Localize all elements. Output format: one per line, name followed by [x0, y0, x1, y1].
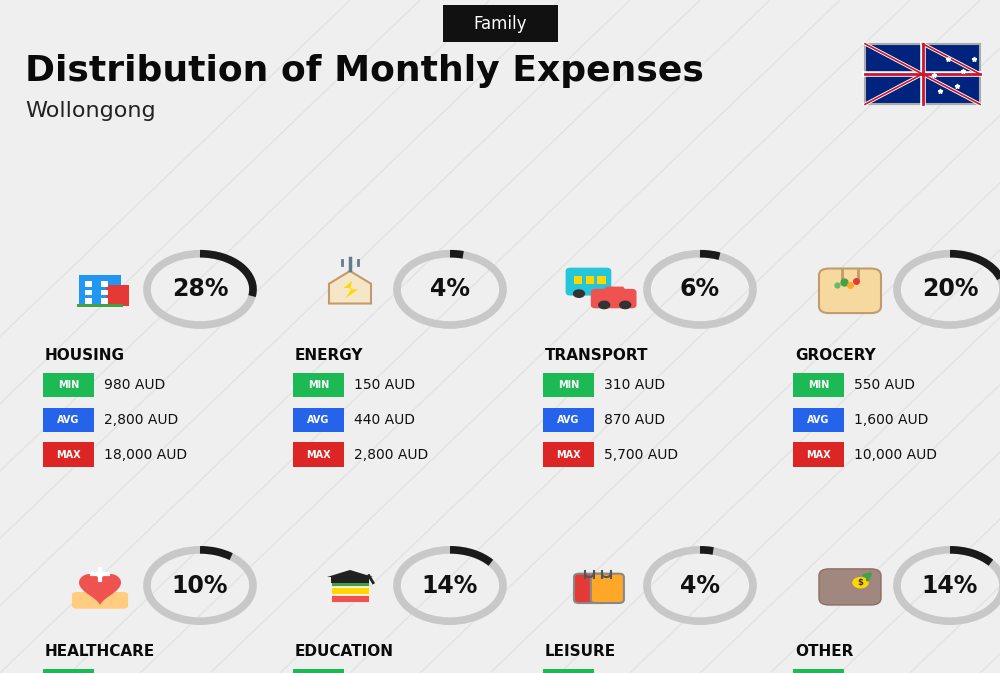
FancyBboxPatch shape — [85, 298, 92, 304]
Text: MAX: MAX — [556, 450, 581, 460]
FancyBboxPatch shape — [79, 275, 121, 306]
FancyBboxPatch shape — [331, 587, 369, 594]
FancyBboxPatch shape — [793, 408, 844, 433]
Circle shape — [853, 577, 868, 588]
Text: 550 AUD: 550 AUD — [854, 378, 915, 392]
Text: HEALTHCARE: HEALTHCARE — [45, 644, 155, 659]
FancyBboxPatch shape — [43, 373, 94, 397]
FancyBboxPatch shape — [85, 281, 92, 287]
Text: 2,800 AUD: 2,800 AUD — [104, 413, 178, 427]
FancyBboxPatch shape — [819, 269, 881, 313]
FancyBboxPatch shape — [566, 268, 611, 295]
Text: 310 AUD: 310 AUD — [604, 378, 665, 392]
Text: 14%: 14% — [422, 573, 478, 598]
FancyBboxPatch shape — [331, 577, 369, 583]
Text: LEISURE: LEISURE — [545, 644, 616, 659]
Text: EDUCATION: EDUCATION — [295, 644, 394, 659]
FancyBboxPatch shape — [793, 668, 844, 673]
FancyBboxPatch shape — [331, 578, 369, 586]
FancyBboxPatch shape — [43, 668, 94, 673]
FancyBboxPatch shape — [597, 276, 606, 284]
FancyBboxPatch shape — [293, 373, 344, 397]
Text: 28%: 28% — [172, 277, 228, 302]
Text: 20%: 20% — [922, 277, 978, 302]
FancyBboxPatch shape — [442, 5, 558, 42]
Text: 150 AUD: 150 AUD — [354, 378, 415, 392]
Polygon shape — [602, 287, 627, 292]
Text: MAX: MAX — [56, 450, 81, 460]
Circle shape — [599, 302, 610, 309]
Text: AVG: AVG — [807, 415, 830, 425]
Polygon shape — [344, 281, 358, 298]
Text: MIN: MIN — [808, 380, 829, 390]
FancyBboxPatch shape — [543, 373, 594, 397]
Text: Wollongong: Wollongong — [25, 101, 156, 121]
FancyBboxPatch shape — [543, 443, 594, 468]
Text: MIN: MIN — [308, 380, 329, 390]
Text: Distribution of Monthly Expenses: Distribution of Monthly Expenses — [25, 54, 704, 87]
Text: 6%: 6% — [680, 277, 720, 302]
Text: 10,000 AUD: 10,000 AUD — [854, 448, 937, 462]
FancyBboxPatch shape — [793, 373, 844, 397]
Text: 1,600 AUD: 1,600 AUD — [854, 413, 928, 427]
Text: 4%: 4% — [680, 573, 720, 598]
Text: TRANSPORT: TRANSPORT — [545, 348, 648, 363]
Text: 980 AUD: 980 AUD — [104, 378, 165, 392]
FancyBboxPatch shape — [819, 569, 881, 605]
Text: MAX: MAX — [806, 450, 831, 460]
FancyBboxPatch shape — [43, 408, 94, 433]
Text: 2,800 AUD: 2,800 AUD — [354, 448, 428, 462]
FancyBboxPatch shape — [85, 290, 92, 295]
FancyBboxPatch shape — [865, 44, 980, 104]
FancyBboxPatch shape — [101, 298, 108, 304]
Text: AVG: AVG — [57, 415, 80, 425]
FancyBboxPatch shape — [106, 285, 129, 306]
Polygon shape — [79, 574, 121, 606]
FancyBboxPatch shape — [591, 573, 624, 603]
Text: OTHER: OTHER — [795, 644, 853, 659]
FancyBboxPatch shape — [72, 592, 128, 608]
Polygon shape — [329, 271, 371, 304]
FancyBboxPatch shape — [43, 443, 94, 468]
FancyBboxPatch shape — [586, 276, 594, 284]
Text: MIN: MIN — [58, 380, 79, 390]
FancyBboxPatch shape — [293, 408, 344, 433]
FancyBboxPatch shape — [543, 668, 594, 673]
FancyBboxPatch shape — [331, 596, 369, 602]
Text: HOUSING: HOUSING — [45, 348, 125, 363]
FancyBboxPatch shape — [793, 443, 844, 468]
Text: 440 AUD: 440 AUD — [354, 413, 415, 427]
Text: 14%: 14% — [922, 573, 978, 598]
Circle shape — [574, 290, 584, 297]
Text: 18,000 AUD: 18,000 AUD — [104, 448, 187, 462]
Text: 870 AUD: 870 AUD — [604, 413, 665, 427]
FancyBboxPatch shape — [591, 289, 637, 308]
Text: $: $ — [858, 578, 863, 587]
Text: 10%: 10% — [172, 573, 228, 598]
Text: 4%: 4% — [430, 277, 470, 302]
FancyBboxPatch shape — [101, 290, 108, 295]
Text: MIN: MIN — [558, 380, 579, 390]
Text: GROCERY: GROCERY — [795, 348, 876, 363]
Text: Family: Family — [473, 15, 527, 32]
FancyBboxPatch shape — [574, 276, 582, 284]
Text: 5,700 AUD: 5,700 AUD — [604, 448, 678, 462]
Text: MAX: MAX — [306, 450, 331, 460]
FancyBboxPatch shape — [77, 304, 123, 307]
FancyBboxPatch shape — [293, 668, 344, 673]
Circle shape — [595, 290, 605, 297]
FancyBboxPatch shape — [101, 281, 108, 287]
Text: AVG: AVG — [557, 415, 580, 425]
FancyBboxPatch shape — [293, 443, 344, 468]
Text: ENERGY: ENERGY — [295, 348, 364, 363]
FancyBboxPatch shape — [543, 408, 594, 433]
Polygon shape — [327, 570, 373, 577]
Text: AVG: AVG — [307, 415, 330, 425]
FancyBboxPatch shape — [574, 573, 607, 603]
Circle shape — [620, 302, 631, 309]
